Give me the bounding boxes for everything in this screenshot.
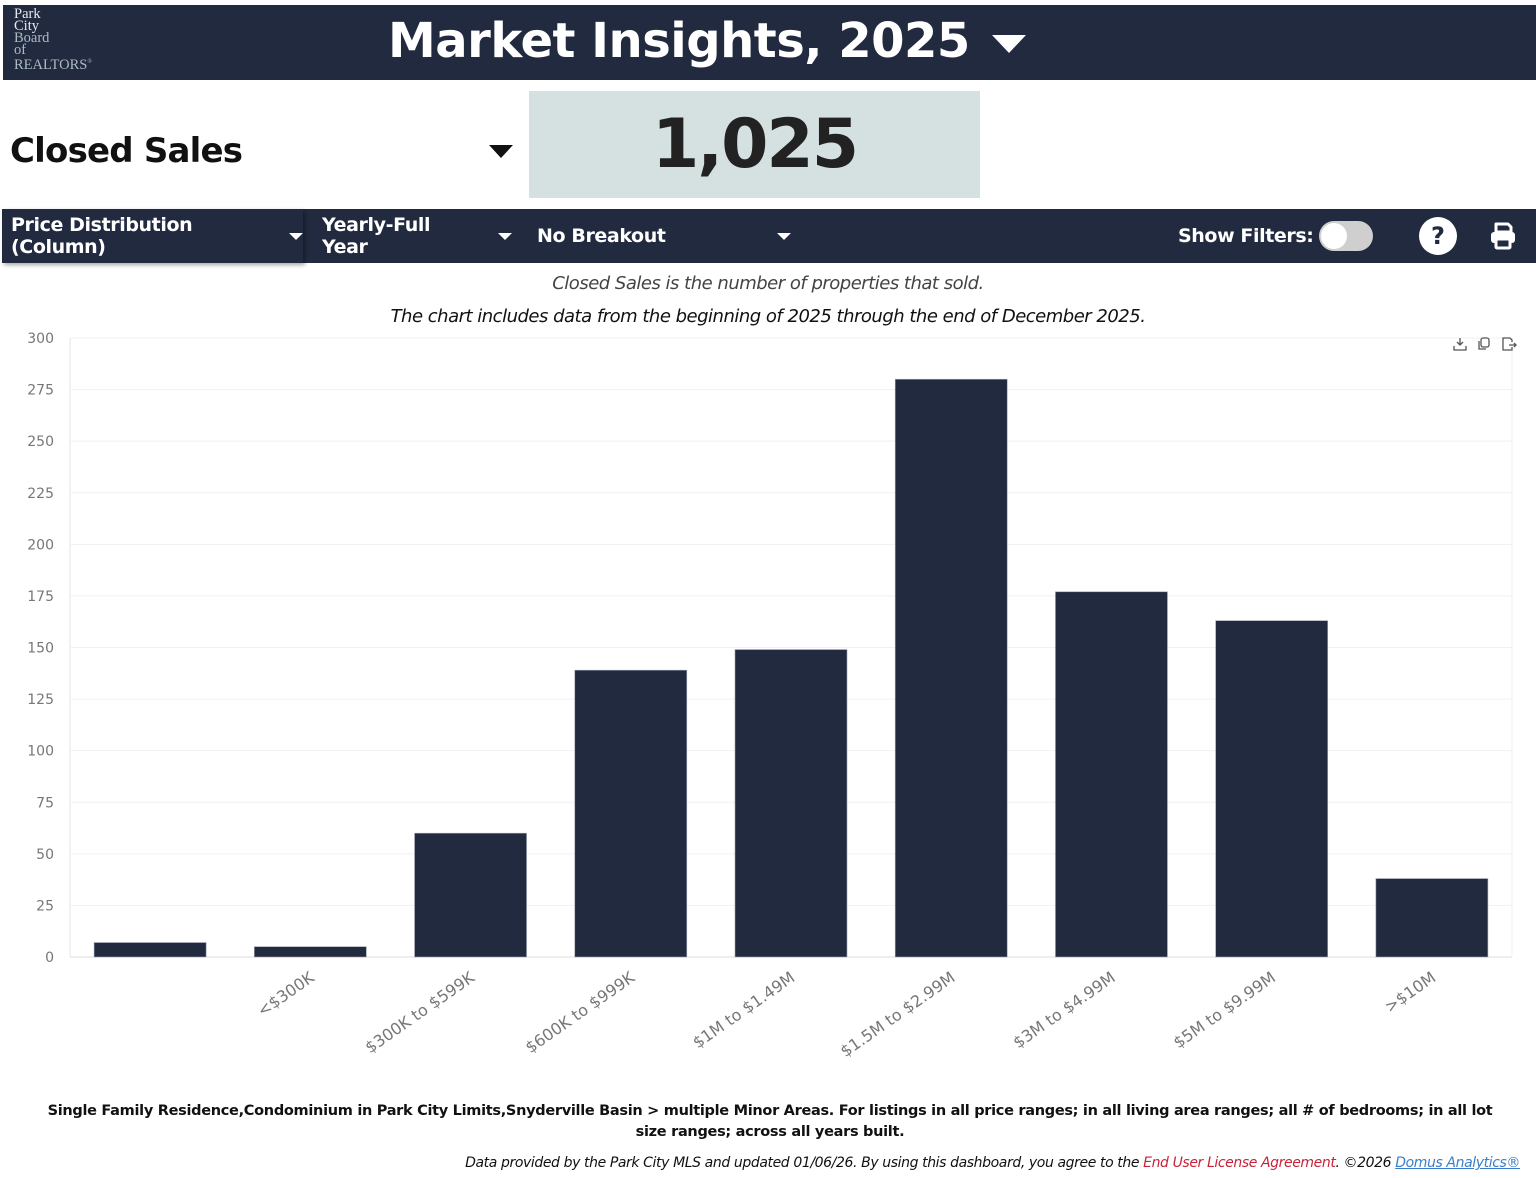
registered-mark: ® [87,59,92,65]
caret-down-icon [991,35,1026,53]
x-tick-label: >$10M [1381,968,1439,1017]
y-tick-label: 75 [36,795,54,811]
park-city-board-of-realtors-logo: Park City Board of REALTORS® [14,6,92,73]
metric-dropdown[interactable]: Closed Sales [10,129,515,173]
chart-type-dropdown[interactable]: Price Distribution (Column) [2,209,303,263]
y-tick-label: 0 [45,950,54,966]
y-tick-label: 150 [27,641,54,657]
bar[interactable] [574,669,688,958]
logo-text: REALTORS [14,56,88,73]
chart-toolbar [1452,336,1518,352]
x-tick-label: $3M to $4.99M [1010,968,1119,1052]
header-bar: Park City Board of REALTORS® Market Insi… [3,5,1536,80]
date-range-note: The chart includes data from the beginni… [390,306,1146,327]
logo-line: City [14,18,39,34]
show-filters-control: Show Filters: [1178,209,1374,263]
y-tick-label: 50 [36,847,54,863]
caret-down-icon [498,232,512,240]
metric-definition: Closed Sales is the number of properties… [552,273,984,294]
breakout-dropdown[interactable]: No Breakout [537,209,797,263]
chart-type-label: Price Distribution (Column) [11,214,193,258]
y-tick-label: 225 [27,486,54,502]
eula-link[interactable]: End User License Agreement [1143,1155,1336,1171]
toggle-knob [1321,223,1348,249]
logo-line: REALTORS® [14,56,92,73]
bar[interactable] [1215,620,1328,958]
y-axis-ticks: 0 25 50 75 100 125 150 175 200 225 250 275 300 [27,331,54,966]
x-tick-label: $5M to $9.99M [1170,968,1279,1052]
copy-icon[interactable] [1476,336,1492,352]
logo-line: Park [14,6,41,22]
x-tick-label: $300K to $599K [362,967,479,1057]
footer-text: Data provided by the Park City MLS and u… [465,1155,1144,1171]
x-axis-labels: <$300K $300K to $599K $600K to $999K $1M to… [254,967,1439,1060]
caret-down-icon [489,144,513,158]
y-tick-label: 175 [27,589,54,605]
chart-bars [93,378,1489,958]
period-dropdown[interactable]: Yearly-Full Year [322,209,512,263]
y-tick-label: 250 [27,434,54,450]
metric-dropdown-label: Closed Sales [10,131,243,171]
show-filters-label: Show Filters: [1178,225,1314,247]
price-distribution-chart: 0 25 50 75 100 125 150 175 200 225 250 275 300 <$300… [27,331,1513,1061]
y-tick-label: 100 [27,744,54,760]
bar[interactable] [93,942,207,958]
domus-analytics-link[interactable]: Domus Analytics® [1395,1155,1520,1171]
copyright-text: . ©2026 [1335,1155,1396,1171]
logo-line: Board [14,30,50,46]
footer: Data provided by the Park City MLS and u… [465,1155,1520,1171]
filter-summary: Single Family Residence,Condominium in P… [47,1103,1493,1140]
download-icon[interactable] [1452,336,1468,352]
logo-line: of [14,42,27,58]
y-tick-label: 300 [27,331,54,347]
bar[interactable] [894,378,1008,958]
bar[interactable] [414,832,527,958]
y-tick-label: 200 [27,537,54,553]
export-icon[interactable] [1500,336,1518,352]
bar[interactable] [254,946,367,958]
page-title: Market Insights, 2025 [388,13,970,69]
x-tick-label: <$300K [254,967,318,1020]
bar[interactable] [1375,878,1489,958]
bar[interactable] [734,649,848,958]
y-tick-label: 275 [27,383,54,399]
period-label: Yearly-Full Year [322,214,431,258]
y-tick-label: 25 [36,898,54,914]
x-tick-label: $1M to $1.49M [689,968,798,1052]
toolbar: Price Distribution (Column) Yearly-Full … [2,209,1536,263]
x-tick-label: $600K to $999K [522,967,639,1057]
dashboard-title-dropdown[interactable]: Market Insights, 2025 [388,13,1026,69]
metric-row: Closed Sales 1,025 [0,85,1536,207]
help-icon: ? [1431,222,1445,250]
show-filters-toggle[interactable] [1319,221,1374,251]
bar[interactable] [1055,591,1168,958]
x-tick-label: $1.5M to $2.99M [837,968,959,1061]
metric-value-text: 1,025 [651,105,859,184]
printer-icon [1491,222,1515,250]
caret-down-icon [777,232,791,240]
print-button[interactable] [1488,221,1518,251]
metric-total-value: 1,025 [529,91,980,198]
breakout-label: No Breakout [537,225,666,247]
caret-down-icon [289,232,303,240]
help-button[interactable]: ? [1419,217,1457,255]
y-tick-label: 125 [27,692,54,708]
